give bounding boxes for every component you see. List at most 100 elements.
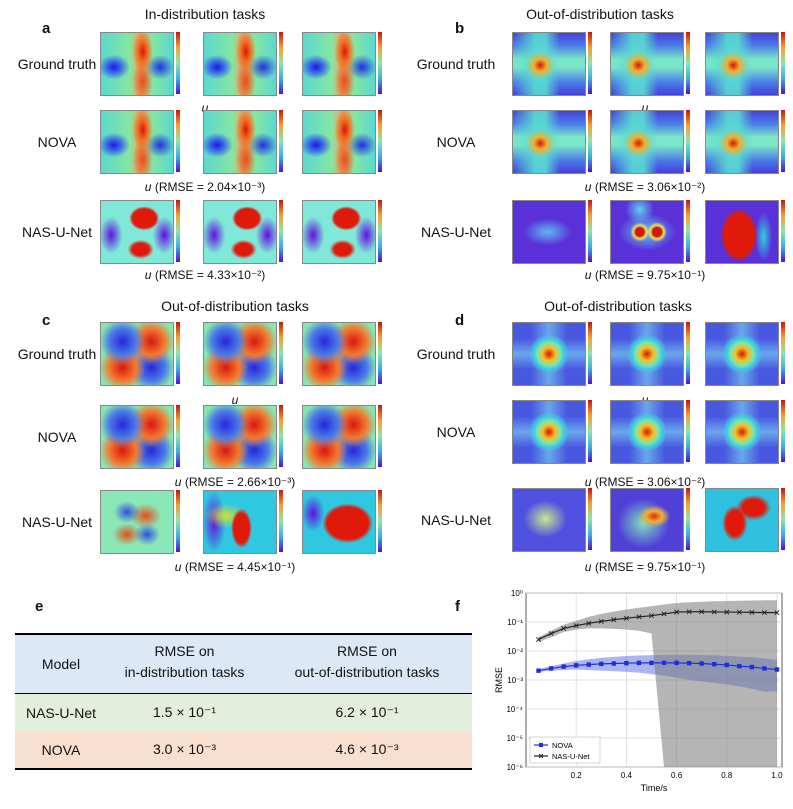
data-point xyxy=(699,609,705,615)
data-point xyxy=(586,620,592,626)
caption-rmse: (RMSE = 3.06×10⁻²) xyxy=(591,180,706,194)
panel-3-letter: d xyxy=(455,312,465,329)
header-out-dist: RMSE on out-of-distribution tasks xyxy=(294,643,440,680)
data-point xyxy=(561,664,566,669)
y-tick-label: 10⁰ xyxy=(511,589,523,598)
colorbar xyxy=(781,488,785,550)
panel-1-letter: b xyxy=(455,20,465,37)
colorbar xyxy=(588,400,592,462)
heatmap-plot xyxy=(100,200,174,264)
data-point xyxy=(636,660,642,666)
data-point xyxy=(711,609,717,615)
data-point xyxy=(536,668,541,673)
legend-label: NAS-U-Net xyxy=(552,752,590,761)
table-row: NAS-U-Net 1.5 × 10⁻¹ 6.2 × 10⁻¹ xyxy=(15,693,472,731)
caption-variable: u xyxy=(584,180,592,194)
colorbar xyxy=(588,322,592,384)
caption-variable: u xyxy=(584,560,592,574)
row-caption: u (RMSE = 9.75×10⁻¹) xyxy=(585,560,705,574)
heatmap-plot xyxy=(302,322,376,386)
caption-variable: u xyxy=(641,101,649,115)
data-point xyxy=(548,631,554,637)
heatmap-plot xyxy=(610,32,684,96)
data-point xyxy=(573,663,579,668)
colorbar xyxy=(378,405,382,467)
colorbar xyxy=(176,322,180,384)
data-point xyxy=(648,613,655,619)
data-point xyxy=(724,609,730,615)
row-caption: u (RMSE = 9.75×10⁻¹) xyxy=(585,268,705,282)
row-in-value: 1.5 × 10⁻¹ xyxy=(152,704,217,720)
rmse-time-chart: 10⁰ 10⁻¹ 10⁻² 10⁻³ 10⁻⁴ 10⁻⁵ 10⁻⁶ 0.2 0.4 0.6 0.8 1… xyxy=(494,589,783,793)
y-tick-label: 10⁻¹ xyxy=(507,618,523,627)
data-point xyxy=(699,661,704,666)
data-point xyxy=(736,609,742,615)
colorbar xyxy=(176,32,180,94)
row-in-value: 3.0 × 10⁻³ xyxy=(152,741,217,757)
heatmap-plot xyxy=(100,405,174,469)
row-label: NOVA xyxy=(37,134,77,150)
data-point xyxy=(599,661,604,667)
row-model: NAS-U-Net xyxy=(25,704,96,721)
colorbar xyxy=(279,200,283,262)
x-tick-label: 0.8 xyxy=(721,771,733,780)
colorbar xyxy=(588,488,592,550)
heatmap-plot xyxy=(100,110,174,174)
row-label: NAS-U-Net xyxy=(21,514,93,530)
data-point xyxy=(611,661,617,666)
y-tick-label: 10⁻⁵ xyxy=(507,734,523,743)
data-point xyxy=(661,660,667,666)
heatmap-plot xyxy=(610,322,684,386)
row-label: NOVA xyxy=(436,424,476,440)
caption-variable: u xyxy=(201,101,209,115)
row-caption: u (RMSE = 2.04×10⁻³) xyxy=(145,180,265,194)
legend-label: NOVA xyxy=(552,741,573,750)
heatmap-plot xyxy=(302,110,376,174)
colorbar xyxy=(279,322,283,384)
row-caption: u xyxy=(642,101,649,115)
heatmap-plot xyxy=(610,488,684,552)
data-point xyxy=(623,615,629,621)
colorbar xyxy=(686,200,690,262)
row-label: Ground truth xyxy=(17,56,97,72)
heatmap-plot xyxy=(705,110,779,174)
heatmap-plot xyxy=(610,400,684,464)
data-point xyxy=(661,611,667,617)
row-label: NAS-U-Net xyxy=(21,224,93,240)
heatmap-plot xyxy=(100,32,174,96)
x-axis-label: Time/s xyxy=(641,783,668,793)
row-label: Ground truth xyxy=(17,346,97,362)
panel-title: Out-of-distribution tasks xyxy=(161,298,309,314)
heatmap-plot xyxy=(512,400,586,464)
row-caption: u xyxy=(232,393,239,407)
data-point xyxy=(573,623,579,629)
row-out-value: 6.2 × 10⁻¹ xyxy=(335,704,399,720)
legend-marker xyxy=(538,753,544,759)
heatmap-plot xyxy=(203,322,277,386)
results-table: Model RMSE on in-distribution tasks RMSE … xyxy=(15,633,472,770)
colorbar xyxy=(588,32,592,94)
y-tick-label: 10⁻³ xyxy=(507,676,523,685)
heatmap-plot xyxy=(100,322,174,386)
colorbar xyxy=(378,322,382,384)
caption-rmse: (RMSE = 3.06×10⁻²) xyxy=(591,475,706,489)
caption-rmse: (RMSE = 9.75×10⁻¹) xyxy=(591,268,706,282)
row-caption: u (RMSE = 4.33×10⁻²) xyxy=(145,268,265,282)
colorbar xyxy=(686,322,690,384)
row-caption: u (RMSE = 2.66×10⁻³) xyxy=(175,475,295,489)
data-point xyxy=(636,614,642,620)
colorbar xyxy=(781,200,785,262)
heatmap-plot xyxy=(705,32,779,96)
colorbar xyxy=(686,400,690,462)
colorbar xyxy=(781,110,785,172)
data-point xyxy=(686,660,692,666)
data-point xyxy=(686,609,692,615)
x-tick-label: 0.6 xyxy=(671,771,683,780)
data-point xyxy=(762,666,767,671)
heatmap-plot xyxy=(512,200,586,264)
colorbar xyxy=(176,405,180,467)
row-caption: u (RMSE = 3.06×10⁻²) xyxy=(585,180,705,194)
heatmap-plot xyxy=(705,200,779,264)
heatmap-plot xyxy=(302,405,376,469)
caption-variable: u xyxy=(174,475,182,489)
